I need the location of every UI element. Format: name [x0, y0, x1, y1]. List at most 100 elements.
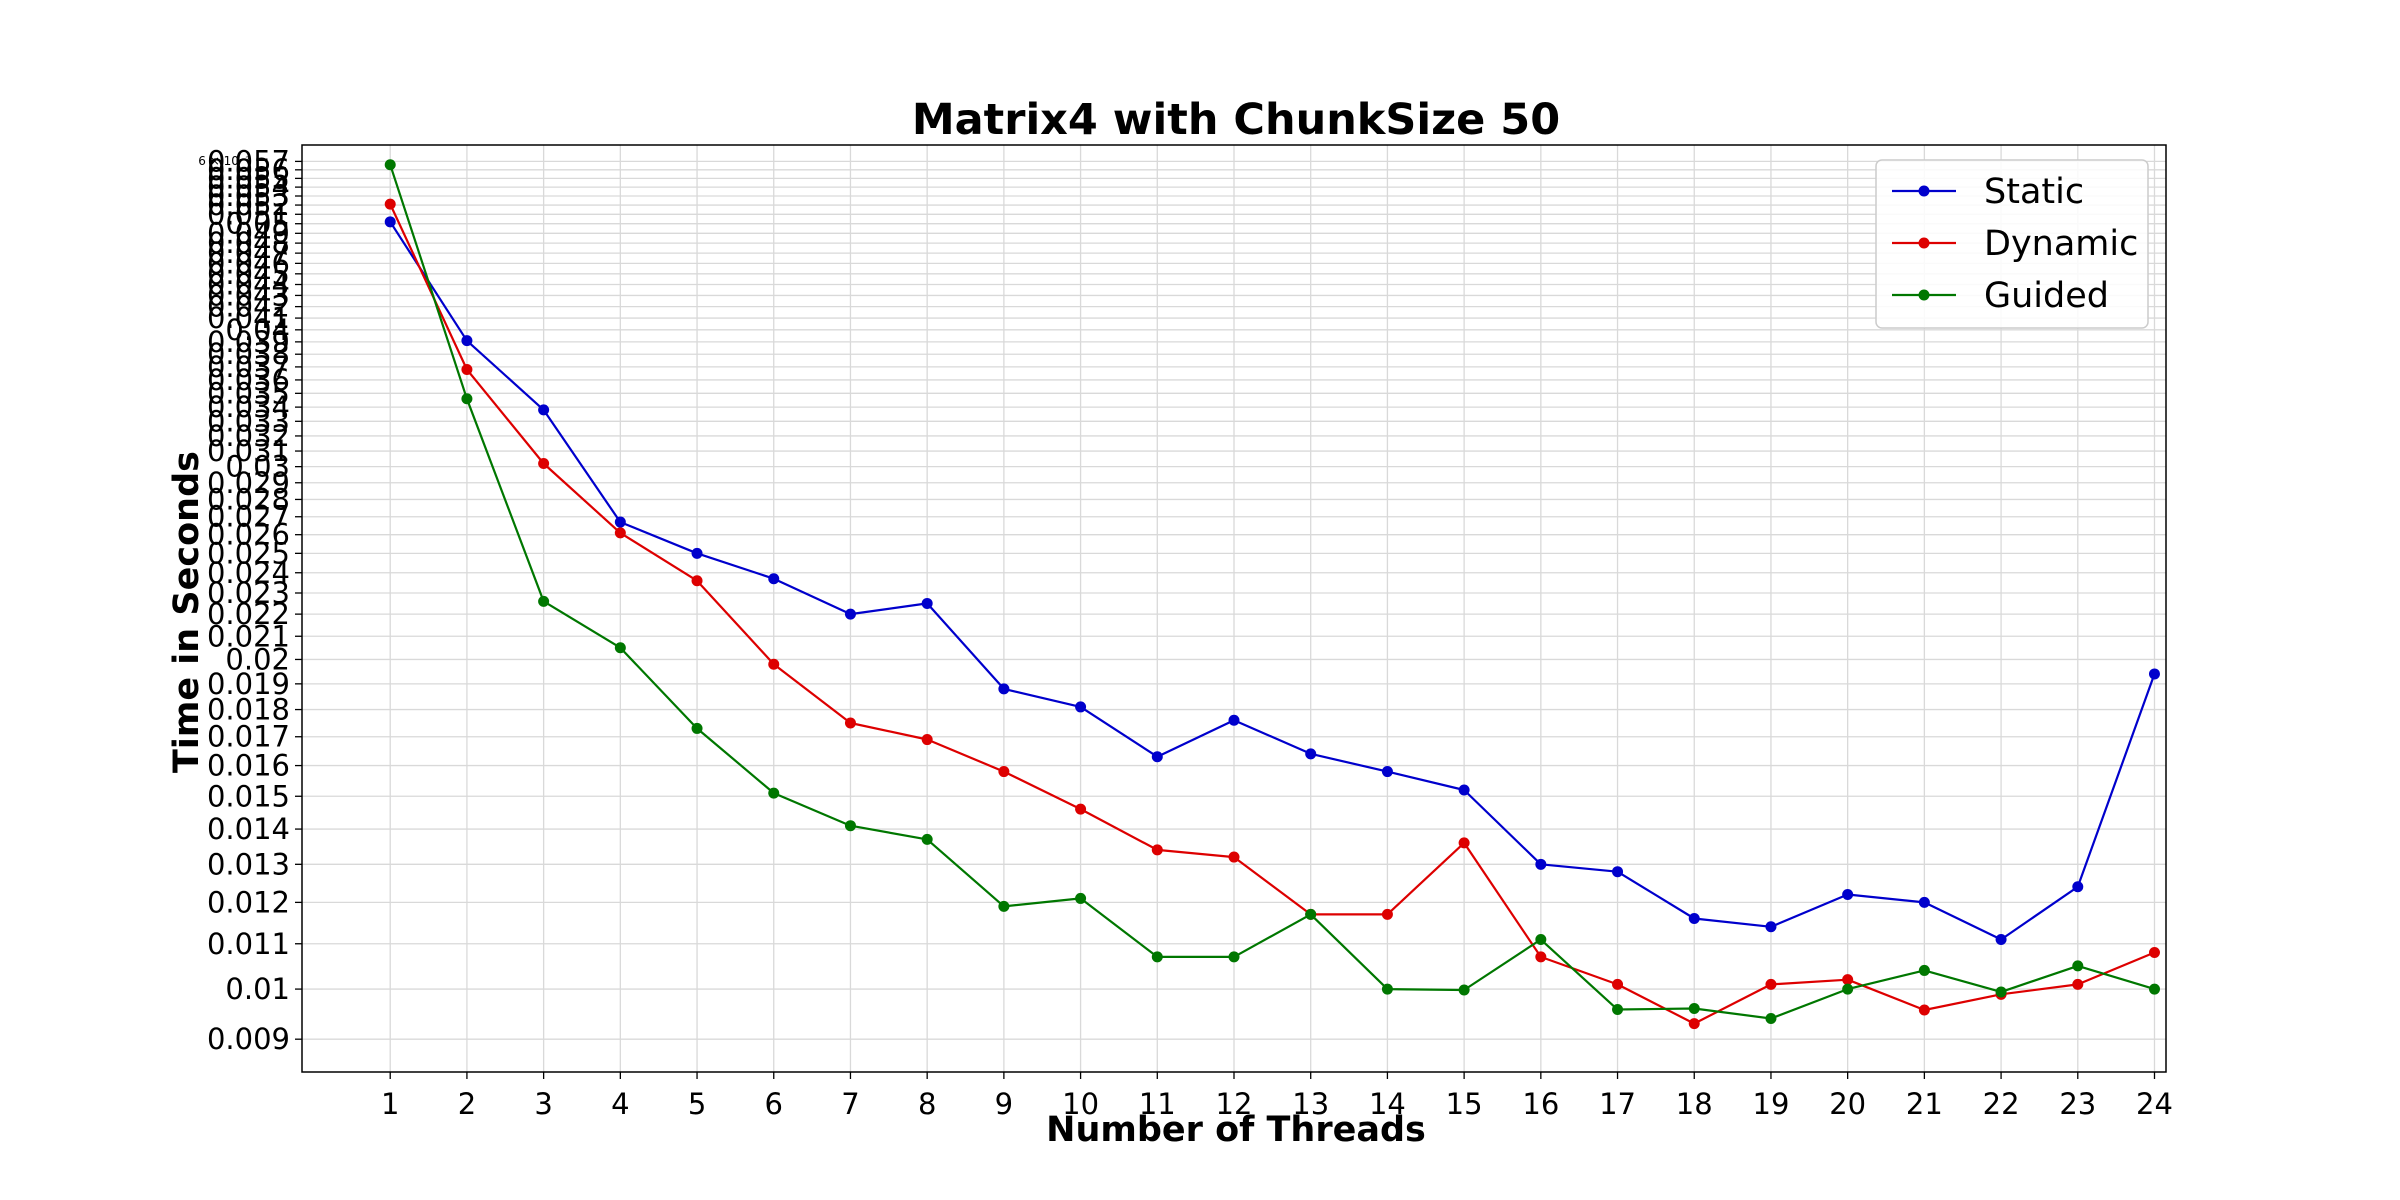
data-point-guided — [1612, 1003, 1624, 1015]
data-point-guided — [1075, 892, 1087, 904]
data-point-dynamic — [461, 363, 473, 375]
x-tick-label: 4 — [611, 1087, 629, 1121]
y-tick-label: 0.025 — [207, 536, 290, 570]
y-tick-label: 0.029 — [207, 466, 290, 500]
data-point-static — [1458, 784, 1470, 796]
data-point-guided — [1995, 986, 2007, 998]
data-point-guided — [1765, 1013, 1777, 1025]
data-point-dynamic — [998, 766, 1010, 778]
data-point-static — [1535, 858, 1547, 870]
data-point-guided — [1918, 964, 1930, 976]
x-tick-label: 21 — [1906, 1087, 1943, 1121]
x-tick-label: 1 — [381, 1087, 399, 1121]
y-tick-label: 0.044 — [207, 268, 290, 302]
data-point-static — [844, 608, 856, 620]
grid-layer — [302, 145, 2166, 1072]
data-point-guided — [844, 820, 856, 832]
data-point-dynamic — [921, 734, 933, 746]
data-point-dynamic — [1458, 837, 1470, 849]
data-point-dynamic — [614, 527, 626, 539]
data-point-dynamic — [1918, 1004, 1930, 1016]
data-point-dynamic — [768, 658, 780, 670]
y-tick-label: 0.033 — [207, 404, 290, 438]
y-tick-label: 0.038 — [207, 337, 290, 371]
x-tick-label: 17 — [1599, 1087, 1636, 1121]
x-axis-ticks: 1 2 3 4 5 6 7 8 9 10 11 12 13 14 15 16 17 18 19 20 21 22 23 24 — [381, 1072, 2173, 1121]
data-point-static — [1151, 751, 1163, 763]
data-point-dynamic — [1151, 844, 1163, 856]
chart-title: Matrix4 with ChunkSize 50 — [912, 95, 1560, 145]
y-tick-label: 0.039 — [207, 325, 290, 359]
data-point-guided — [614, 642, 626, 654]
y-tick-label: 0.047 — [207, 236, 290, 270]
x-tick-label: 7 — [841, 1087, 859, 1121]
y-tick-label: 0.031 — [207, 434, 290, 468]
y-tick-label: 0.009 — [207, 1022, 290, 1056]
data-point-dynamic — [1765, 978, 1777, 990]
data-point-static — [614, 516, 626, 528]
y-tick-label: 0.017 — [207, 720, 290, 754]
data-point-static — [384, 216, 396, 228]
data-point-static — [1918, 896, 1930, 908]
series-line-dynamic — [389, 203, 2155, 1025]
y-tick-label: 0.035 — [207, 376, 290, 410]
y-tick-label: 0.046 — [207, 246, 290, 280]
y-tick-label: 0.013 — [207, 847, 290, 881]
x-tick-label: 11 — [1139, 1087, 1176, 1121]
y-tick-label: 0.055 — [207, 161, 290, 195]
data-point-guided — [1688, 1002, 1700, 1014]
x-axis-label: Number of Threads — [1046, 1110, 1426, 1150]
y-tick-label: 0.01 — [225, 972, 290, 1006]
data-point-static — [538, 404, 550, 416]
y-tick-label: 0.034 — [207, 390, 290, 424]
data-point-dynamic — [2148, 946, 2160, 958]
y-tick-label: 0.014 — [207, 812, 290, 846]
x-tick-label: 13 — [1292, 1087, 1329, 1121]
data-point-dynamic — [1688, 1018, 1700, 1030]
data-point-dynamic — [844, 717, 856, 729]
series-line-guided — [389, 164, 2155, 1020]
data-point-dynamic — [538, 457, 550, 469]
x-tick-label: 5 — [688, 1087, 706, 1121]
data-point-static — [1305, 748, 1317, 760]
y-tick-label: 0.012 — [207, 885, 290, 919]
data-point-static — [691, 547, 703, 559]
y-tick-label: 0.023 — [207, 576, 290, 610]
data-point-guided — [921, 833, 933, 845]
y-tick-label: 0.053 — [207, 179, 290, 213]
y-tick-label: 0.022 — [207, 597, 290, 631]
data-point-dynamic — [1535, 951, 1547, 963]
data-point-dynamic — [1842, 974, 1854, 986]
data-point-static — [1612, 866, 1624, 878]
data-point-guided — [2148, 983, 2160, 995]
x-tick-label: 10 — [1062, 1087, 1099, 1121]
data-point-dynamic — [384, 198, 396, 210]
x-tick-label: 12 — [1216, 1087, 1253, 1121]
y-tick-label: 0.043 — [207, 278, 290, 312]
x-tick-label: 22 — [1983, 1087, 2020, 1121]
data-point-guided — [768, 787, 780, 799]
data-point-static — [1995, 933, 2007, 945]
y-tick-label: 0.019 — [207, 667, 290, 701]
y-axis-label: Time in Seconds — [167, 451, 207, 773]
data-point-static — [1075, 701, 1087, 713]
data-point-guided — [1458, 984, 1470, 996]
y-tick-label: 0.051 — [207, 197, 290, 231]
y-tick-label: 0.027 — [207, 500, 290, 534]
y-tick-label: 0.049 — [207, 216, 290, 250]
x-tick-label: 14 — [1369, 1087, 1406, 1121]
legend-marker-dynamic — [1918, 237, 1930, 249]
data-point-dynamic — [691, 575, 703, 587]
data-point-guided — [1228, 951, 1240, 963]
y-tick-label: 0.021 — [207, 619, 290, 653]
data-point-guided — [998, 900, 1010, 912]
data-point-static — [1381, 766, 1393, 778]
y-tick-label: 0.026 — [207, 518, 290, 552]
y-axis-top-tick-label: 6 × 10⁻² — [198, 154, 250, 168]
data-point-static — [2072, 881, 2084, 893]
y-tick-label: 0.028 — [207, 482, 290, 516]
y-tick-label: 0.054 — [207, 170, 290, 204]
legend: Static Dynamic Guided — [1875, 159, 2149, 329]
data-point-guided — [461, 393, 473, 405]
